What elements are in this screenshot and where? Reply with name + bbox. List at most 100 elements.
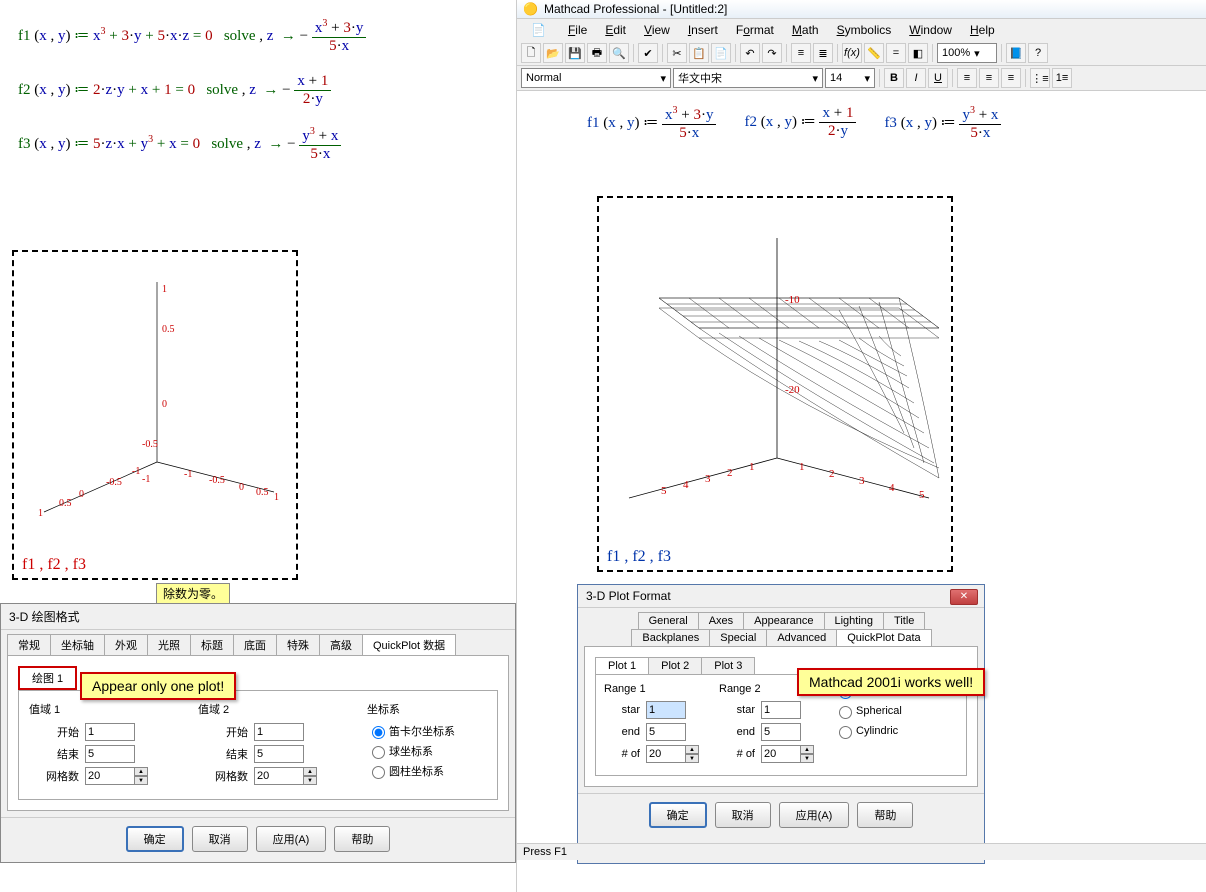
tab-title[interactable]: 标题 (190, 634, 234, 655)
undo-icon[interactable]: ↶ (740, 43, 760, 63)
r2-grid-input-r[interactable] (761, 745, 801, 763)
close-icon[interactable]: ✕ (950, 589, 978, 605)
range1-grid-input[interactable] (85, 767, 135, 785)
spinner-up[interactable]: ▲ (134, 767, 148, 776)
spinner-down[interactable]: ▼ (685, 754, 699, 763)
copy-icon[interactable]: 📋 (689, 43, 709, 63)
subtab-plot3-r[interactable]: Plot 3 (701, 657, 755, 674)
tab-advanced[interactable]: 高级 (319, 634, 363, 655)
cancel-button-r[interactable]: 取消 (715, 802, 771, 828)
r2-end-input-r[interactable] (761, 723, 801, 741)
menu-insert[interactable]: Insert (680, 21, 726, 39)
fx-icon[interactable]: f(x) (842, 43, 862, 63)
style-combo[interactable]: Normal▾ (521, 68, 671, 88)
range2-end-input[interactable] (254, 745, 304, 763)
zoom-combo[interactable]: 100%▾ (937, 43, 997, 63)
r1-grid-input-r[interactable] (646, 745, 686, 763)
preview-icon[interactable]: 🔍 (609, 43, 629, 63)
spinner-down[interactable]: ▼ (800, 754, 814, 763)
spinner-down[interactable]: ▼ (303, 776, 317, 785)
plot-3d-left[interactable]: 10.50 -0.5-1 -1-0.500.51 -1-0.500.51 f1 … (12, 250, 298, 580)
underline-icon[interactable]: U (928, 68, 948, 88)
radio-cylindric-r[interactable] (839, 726, 852, 739)
subtab-plot1[interactable]: 绘图 1 (18, 666, 77, 690)
menu-edit[interactable]: Edit (597, 21, 634, 39)
tab-quickplot-data[interactable]: QuickPlot 数据 (362, 634, 456, 655)
spell-icon[interactable]: ✔ (638, 43, 658, 63)
range2-grid-input[interactable] (254, 767, 304, 785)
align-icon[interactable]: ≡ (791, 43, 811, 63)
tab-appearance-r[interactable]: Appearance (743, 612, 824, 629)
font-combo[interactable]: 华文中宋▾ (673, 68, 823, 88)
tab-axes[interactable]: 坐标轴 (50, 634, 105, 655)
tab-appearance[interactable]: 外观 (104, 634, 148, 655)
tab-special-r[interactable]: Special (709, 629, 767, 646)
menu-math[interactable]: Math (784, 21, 827, 39)
save-icon[interactable]: 💾 (565, 43, 585, 63)
apply-button-r[interactable]: 应用(A) (779, 802, 850, 828)
numbering-icon[interactable]: 1≡ (1052, 68, 1072, 88)
spinner-up[interactable]: ▲ (800, 745, 814, 754)
align-center-icon[interactable]: ≡ (979, 68, 999, 88)
tab-general-r[interactable]: General (638, 612, 699, 629)
range1-start-input[interactable] (85, 723, 135, 741)
align-right-icon[interactable]: ≡ (1001, 68, 1021, 88)
print-icon[interactable]: 🖶 (587, 43, 607, 63)
align-left-icon[interactable]: ≡ (957, 68, 977, 88)
ok-button-r[interactable]: 确定 (649, 802, 707, 828)
range2-start-input[interactable] (254, 723, 304, 741)
cut-icon[interactable]: ✂ (667, 43, 687, 63)
plot-3d-right[interactable]: -10 -20 12345 12345 f1 , f2 , f3 (597, 196, 953, 572)
tab-general[interactable]: 常规 (7, 634, 51, 655)
menu-help[interactable]: Help (962, 21, 1003, 39)
size-combo[interactable]: 14▾ (825, 68, 875, 88)
tab-advanced-r[interactable]: Advanced (766, 629, 837, 646)
menu-file[interactable]: File (560, 21, 595, 39)
tab-backplanes-r[interactable]: Backplanes (631, 629, 710, 646)
italic-icon[interactable]: I (906, 68, 926, 88)
spinner-up[interactable]: ▲ (685, 745, 699, 754)
resource-icon[interactable]: 📘 (1006, 43, 1026, 63)
open-icon[interactable]: 📂 (543, 43, 563, 63)
menu-format[interactable]: Format (728, 21, 782, 39)
help-icon[interactable]: ? (1028, 43, 1048, 63)
tab-quickplot-r[interactable]: QuickPlot Data (836, 629, 931, 646)
tab-axes-r[interactable]: Axes (698, 612, 744, 629)
redo-icon[interactable]: ↷ (762, 43, 782, 63)
range1-end-input[interactable] (85, 745, 135, 763)
menu-symbolics[interactable]: Symbolics (829, 21, 900, 39)
radio-cartesian[interactable] (372, 726, 385, 739)
cancel-button[interactable]: 取消 (192, 826, 248, 852)
bold-icon[interactable]: B (884, 68, 904, 88)
calc-icon[interactable]: = (886, 43, 906, 63)
menu-view[interactable]: View (636, 21, 678, 39)
radio-cylindrical[interactable] (372, 766, 385, 779)
apply-button[interactable]: 应用(A) (256, 826, 327, 852)
help-button-r[interactable]: 帮助 (857, 802, 913, 828)
align2-icon[interactable]: ≣ (813, 43, 833, 63)
tab-special[interactable]: 特殊 (276, 634, 320, 655)
ok-button[interactable]: 确定 (126, 826, 184, 852)
callout-left: Appear only one plot! (80, 672, 236, 700)
radio-spherical[interactable] (372, 746, 385, 759)
subtab-plot1-r[interactable]: Plot 1 (595, 657, 649, 674)
bullets-icon[interactable]: ⋮≡ (1030, 68, 1050, 88)
r1-start-input-r[interactable] (646, 701, 686, 719)
tab-lighting-r[interactable]: Lighting (824, 612, 885, 629)
help-button[interactable]: 帮助 (334, 826, 390, 852)
unit-icon[interactable]: 📏 (864, 43, 884, 63)
radio-spherical-r[interactable] (839, 706, 852, 719)
subtab-plot2-r[interactable]: Plot 2 (648, 657, 702, 674)
tab-backplanes[interactable]: 底面 (233, 634, 277, 655)
tab-title-r[interactable]: Title (883, 612, 925, 629)
new-icon[interactable]: 🗋 (521, 43, 541, 63)
tab-lighting[interactable]: 光照 (147, 634, 191, 655)
spinner-down[interactable]: ▼ (134, 776, 148, 785)
spinner-up[interactable]: ▲ (303, 767, 317, 776)
r1-end-input-r[interactable] (646, 723, 686, 741)
r2-start-input-r[interactable] (761, 701, 801, 719)
menu-window[interactable]: Window (901, 21, 960, 39)
svg-text:2: 2 (829, 468, 835, 480)
component-icon[interactable]: ◧ (908, 43, 928, 63)
paste-icon[interactable]: 📄 (711, 43, 731, 63)
